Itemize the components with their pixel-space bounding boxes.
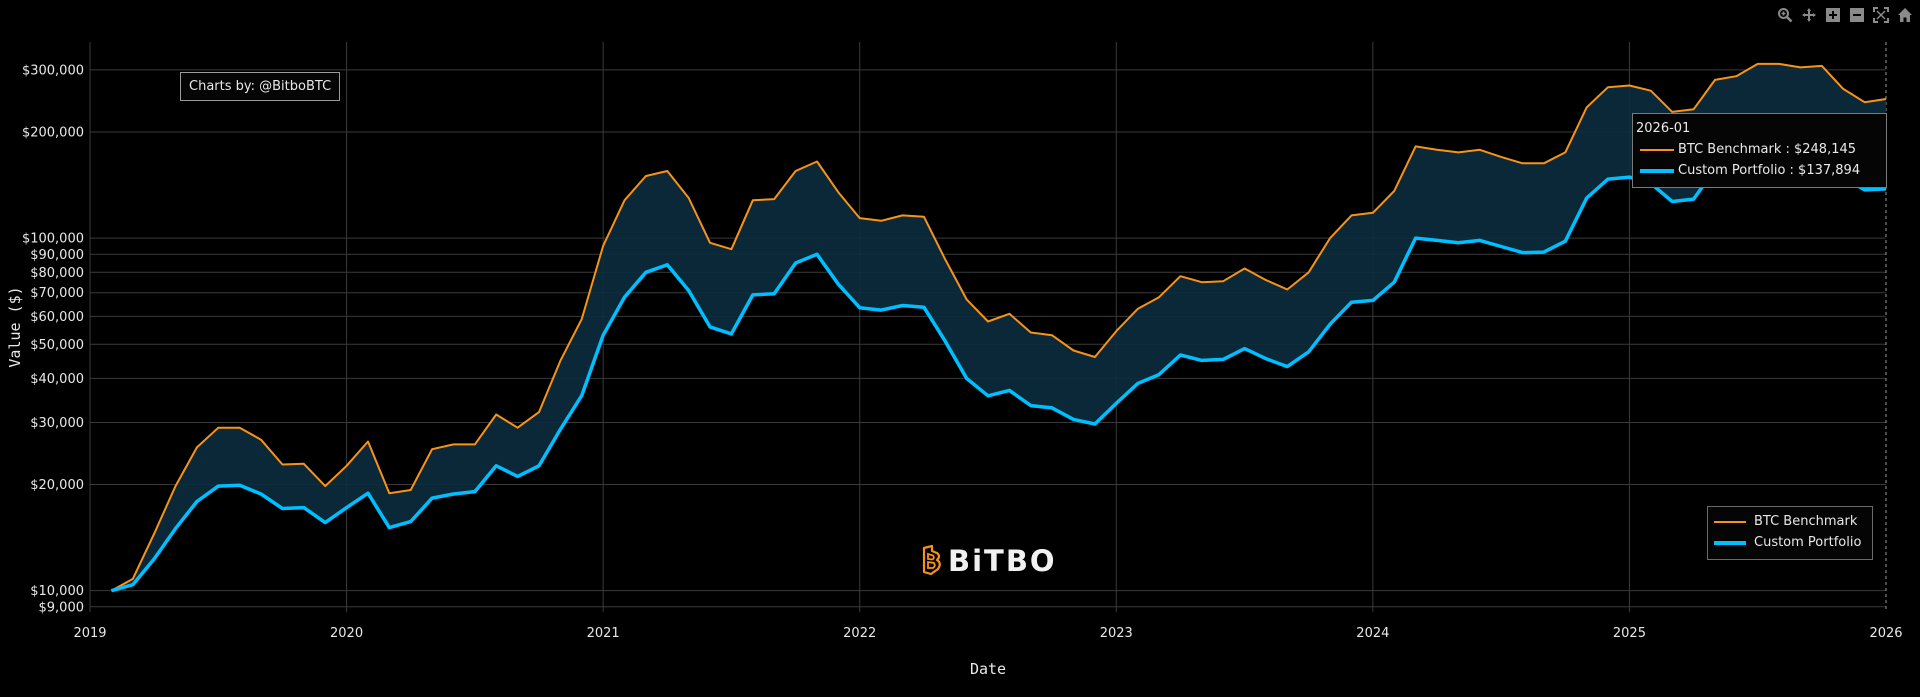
legend-label-btc: BTC Benchmark	[1754, 514, 1858, 529]
zoom-out-icon[interactable]	[1846, 4, 1868, 26]
legend-item-btc[interactable]: BTC Benchmark	[1708, 511, 1872, 532]
bitbo-logo-mark-icon	[922, 545, 941, 576]
y-tick-label: $100,000	[22, 232, 84, 247]
y-tick-label: $50,000	[30, 338, 84, 353]
y-tick-label: $200,000	[22, 125, 84, 140]
tooltip-swatch-btc	[1640, 148, 1674, 151]
legend-item-portfolio[interactable]: Custom Portfolio	[1708, 532, 1872, 553]
x-tick-label: 2021	[587, 626, 620, 641]
bitbo-logo: BiTBO	[920, 544, 1057, 578]
y-axis-title: Value ($)	[6, 286, 24, 367]
hover-tooltip: 2026-01 BTC Benchmark : $248,145 Custom …	[1632, 113, 1887, 188]
y-tick-label: $20,000	[30, 478, 84, 493]
y-tick-label: $60,000	[30, 310, 84, 325]
zoom-in-icon[interactable]	[1822, 4, 1844, 26]
x-tick-label: 2020	[330, 626, 363, 641]
y-tick-label: $300,000	[22, 63, 84, 78]
bitbo-logo-text: BiTBO	[948, 544, 1057, 578]
tooltip-row-btc: BTC Benchmark : $248,145	[1636, 139, 1880, 160]
y-tick-label: $40,000	[30, 372, 84, 387]
tooltip-row-portfolio: Custom Portfolio : $137,894	[1636, 160, 1880, 181]
x-axis-title: Date	[970, 660, 1006, 678]
y-tick-label: $90,000	[30, 248, 84, 263]
x-tick-label: 2022	[843, 626, 876, 641]
legend-swatch-portfolio	[1714, 540, 1746, 545]
pan-icon[interactable]	[1798, 4, 1820, 26]
autoscale-icon[interactable]	[1870, 4, 1892, 26]
tooltip-swatch-portfolio	[1640, 168, 1674, 173]
x-tick-label: 2024	[1356, 626, 1389, 641]
x-tick-label: 2023	[1100, 626, 1133, 641]
tooltip-value-portfolio: Custom Portfolio : $137,894	[1678, 163, 1861, 178]
y-tick-label: $10,000	[30, 584, 84, 599]
y-tick-label: $9,000	[39, 600, 85, 615]
tooltip-value-btc: BTC Benchmark : $248,145	[1678, 142, 1857, 157]
x-tick-label: 2026	[1869, 626, 1902, 641]
credit-annotation: Charts by: @BitboBTC	[180, 72, 341, 101]
x-tick-label: 2025	[1613, 626, 1646, 641]
series-line-btc-benchmark	[110, 62, 1887, 592]
band-fill	[111, 63, 1886, 591]
y-tick-label: $80,000	[30, 266, 84, 281]
chart-toolbar	[1774, 4, 1916, 26]
series-line-custom-portfolio	[110, 151, 1887, 593]
y-tick-label: $30,000	[30, 416, 84, 431]
chart-legend: BTC Benchmark Custom Portfolio	[1707, 506, 1873, 560]
zoom-icon[interactable]	[1774, 4, 1796, 26]
legend-swatch-btc	[1714, 520, 1746, 523]
x-tick-label: 2019	[73, 626, 106, 641]
legend-label-portfolio: Custom Portfolio	[1754, 535, 1862, 550]
home-icon[interactable]	[1894, 4, 1916, 26]
y-tick-label: $70,000	[30, 286, 84, 301]
tooltip-title: 2026-01	[1636, 121, 1691, 136]
